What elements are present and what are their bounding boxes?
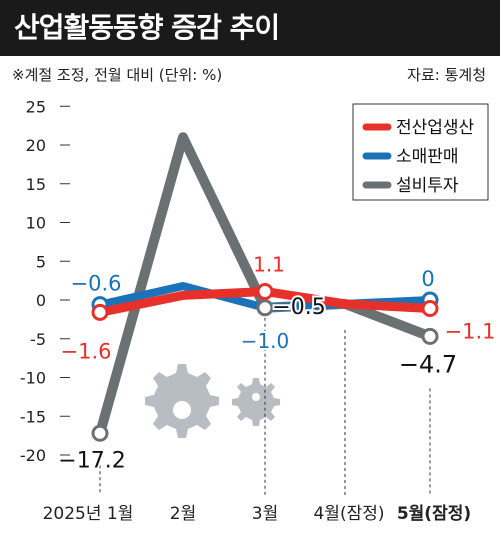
guide-lines xyxy=(99,317,431,495)
data-label: −1.1 xyxy=(445,320,496,344)
x-tick-label: 4월(잠정) xyxy=(313,504,384,524)
data-label: 1.1 xyxy=(253,252,285,276)
y-tick-label: -10 xyxy=(20,369,46,388)
large-gear-hole xyxy=(173,401,191,419)
title-bar: 산업활동동향 증감 추이 xyxy=(0,0,500,56)
page-title: 산업활동동향 증감 추이 xyxy=(14,11,280,44)
y-tick-label: 10 xyxy=(26,214,46,233)
gear-icon xyxy=(145,364,280,438)
source-note: 자료: 통계청 xyxy=(407,66,486,84)
y-tick-label: 5 xyxy=(36,252,46,271)
data-labels: −0.6 −1.6 −17.2 1.1 −1.0 −0.5 0 −1.1 −4.7 xyxy=(56,250,497,475)
series-marker xyxy=(421,327,439,345)
series-marker xyxy=(256,299,274,317)
x-tick-label: 2월 xyxy=(170,504,196,524)
data-label: −0.5 xyxy=(272,295,325,320)
y-tick-label: -5 xyxy=(30,330,46,349)
legend-label: 전산업생산 xyxy=(396,118,475,138)
y-tick-label: -20 xyxy=(20,446,46,465)
small-gear-icon xyxy=(232,378,280,426)
legend-label: 설비투자 xyxy=(396,176,459,196)
data-label: 0 xyxy=(421,267,434,291)
y-axis: 25 20 15 10 5 0 -5 -10 -15 -20 xyxy=(20,97,70,465)
x-tick-label: 3월 xyxy=(252,504,278,524)
series-marker xyxy=(256,282,274,300)
data-label: −4.7 xyxy=(399,350,457,378)
small-gear-hole xyxy=(252,393,260,401)
y-tick-label: -15 xyxy=(20,407,46,426)
data-label: −17.2 xyxy=(58,448,125,473)
y-tick-label: 0 xyxy=(36,291,46,310)
y-tick-label: 15 xyxy=(26,175,46,194)
series-marker xyxy=(421,300,439,318)
data-label: −1.0 xyxy=(241,329,290,353)
data-label: −1.6 xyxy=(61,339,112,363)
x-axis-labels: 2025년 1월 2월 3월 4월(잠정) 5월(잠정) xyxy=(43,504,472,524)
y-tick-label: 20 xyxy=(26,136,46,155)
legend-label: 소매판매 xyxy=(396,147,459,167)
series-marker xyxy=(91,424,109,442)
series-marker xyxy=(91,303,109,321)
series-markers xyxy=(91,282,439,442)
x-tick-label: 5월(잠정) xyxy=(397,504,471,524)
unit-note: ※계절 조정, 전월 대비 (단위: %) xyxy=(12,66,223,84)
data-label: −0.6 xyxy=(71,272,122,296)
x-tick-label: 2025년 1월 xyxy=(43,504,134,524)
y-tick-label: 25 xyxy=(26,97,46,116)
